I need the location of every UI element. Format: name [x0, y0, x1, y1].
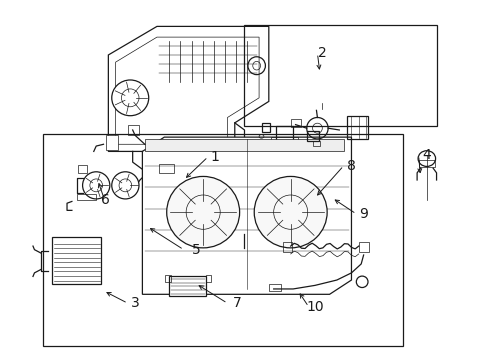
Bar	[106, 135, 118, 150]
Bar	[169, 276, 205, 296]
Ellipse shape	[112, 172, 139, 199]
Bar	[165, 275, 171, 282]
Bar	[268, 284, 281, 292]
Bar	[346, 116, 368, 139]
Text: 5: 5	[191, 243, 200, 257]
Bar	[312, 141, 320, 146]
Bar	[271, 137, 297, 143]
Bar	[77, 194, 96, 200]
Text: 9: 9	[359, 207, 367, 221]
Bar	[261, 123, 270, 132]
Bar	[144, 139, 344, 152]
Polygon shape	[108, 26, 268, 152]
Bar	[358, 242, 369, 252]
Bar	[159, 164, 174, 173]
Text: 4: 4	[422, 148, 430, 162]
Bar	[306, 131, 318, 141]
Bar	[205, 275, 211, 282]
Bar	[244, 24, 436, 126]
Text: 2: 2	[317, 46, 326, 60]
Bar	[127, 125, 138, 135]
Text: 3: 3	[130, 296, 139, 310]
Ellipse shape	[166, 176, 239, 248]
Bar	[418, 159, 434, 167]
Text: 8: 8	[346, 159, 355, 173]
Bar	[78, 165, 87, 173]
Text: 10: 10	[305, 300, 323, 314]
Text: 6: 6	[102, 193, 110, 207]
Text: 1: 1	[210, 150, 219, 164]
Bar	[290, 119, 301, 127]
Polygon shape	[142, 137, 351, 294]
Ellipse shape	[82, 172, 110, 199]
Text: 7: 7	[232, 296, 241, 310]
Bar	[42, 134, 402, 346]
Ellipse shape	[112, 80, 148, 116]
Bar	[283, 242, 291, 252]
Bar	[52, 237, 101, 284]
Ellipse shape	[254, 176, 326, 248]
Ellipse shape	[356, 276, 367, 288]
